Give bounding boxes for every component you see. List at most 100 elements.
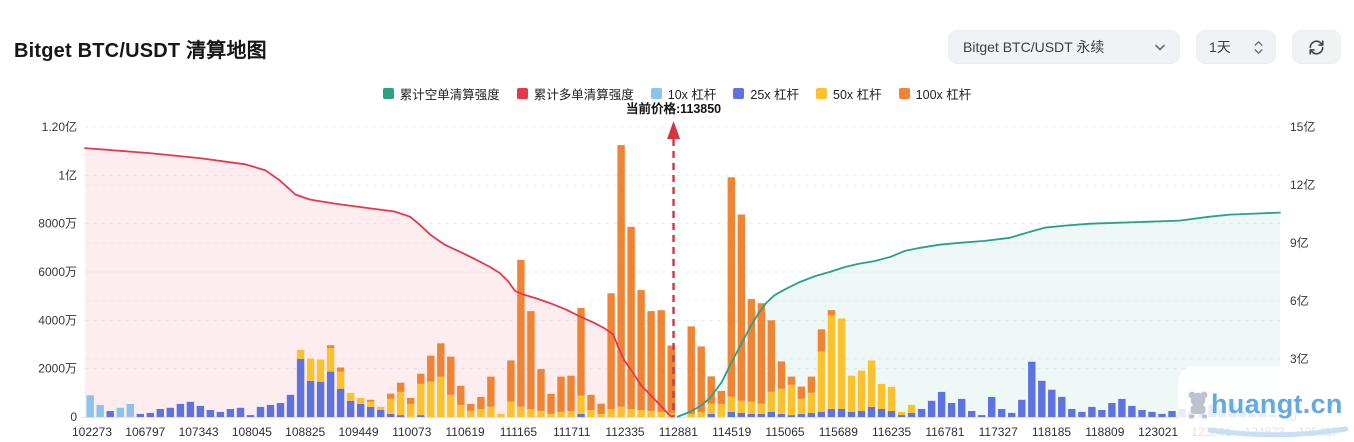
bar-segment (407, 403, 415, 417)
bar-segment (787, 384, 796, 416)
legend-swatch (733, 88, 745, 99)
bar-segment (657, 411, 665, 417)
bar-segment (377, 406, 385, 410)
bar-segment (627, 409, 635, 417)
legend-swatch (898, 88, 910, 99)
legend-label: 100x 杠杆 (915, 88, 972, 102)
legend-item-4[interactable]: 50x 杠杆 (816, 84, 882, 103)
x-axis-tick: 116235 (872, 425, 911, 439)
bar-segment (236, 407, 245, 417)
x-axis-tick: 114519 (712, 425, 751, 439)
legend-swatch (650, 88, 662, 99)
bar-segment (487, 406, 495, 418)
bar-segment (777, 361, 786, 389)
bar-segment (927, 400, 936, 417)
legend-label: 累计空单清算强度 (399, 88, 500, 102)
bar-segment (517, 259, 525, 407)
bar-segment (657, 310, 665, 412)
bar-segment (727, 177, 735, 397)
bar-segment (266, 404, 275, 417)
bar-segment (246, 415, 255, 417)
period-select-value: 1天 (1209, 39, 1231, 55)
bar-segment (1028, 361, 1036, 417)
bar-segment (547, 393, 555, 414)
x-axis-tick: 117327 (979, 425, 1018, 439)
bar-segment (1038, 380, 1046, 418)
x-axis-tick: 110619 (446, 425, 485, 439)
bar-segment (717, 403, 725, 417)
bar-segment (827, 315, 836, 410)
symbol-select[interactable]: Bitget BTC/USDT 永续 (948, 30, 1180, 64)
bar-segment (196, 405, 205, 417)
bar-segment (437, 376, 445, 417)
legend-item-3[interactable]: 25x 杠杆 (733, 84, 799, 103)
refresh-icon (1309, 39, 1324, 55)
refresh-button[interactable] (1292, 30, 1341, 64)
bar-segment (817, 329, 826, 352)
left-axis-tick: 0 (70, 410, 77, 424)
bar-segment (937, 391, 946, 417)
bar-segment (437, 343, 445, 377)
bar-segment (367, 406, 375, 418)
legend-item-5[interactable]: 100x 杠杆 (898, 84, 972, 103)
x-axis-tick: 118809 (1085, 425, 1124, 439)
bar-segment (897, 415, 906, 417)
bar-segment (497, 413, 505, 417)
bar-segment (897, 411, 906, 415)
bar-segment (477, 396, 485, 409)
bar-segment (507, 401, 515, 417)
bar-segment (527, 311, 535, 409)
bar-segment (988, 396, 996, 417)
x-axis-tick: 115065 (765, 425, 804, 439)
x-axis-tick: 108045 (232, 425, 272, 439)
bar-segment (387, 413, 395, 417)
bar-segment (316, 381, 325, 417)
left-axis-tick: 6000万 (38, 265, 77, 279)
bar-segment (847, 375, 856, 412)
bar-segment (557, 411, 565, 417)
bar-segment (737, 214, 745, 401)
legend-item-0[interactable]: 累计空单清算强度 (382, 84, 500, 103)
bar-segment (397, 382, 405, 392)
bar-segment (637, 410, 645, 417)
bar-segment (417, 373, 425, 384)
x-axis-tick: 107343 (179, 425, 219, 439)
bar-segment (827, 310, 836, 316)
bar-segment (757, 413, 765, 417)
x-axis-tick: 109449 (338, 425, 378, 439)
bar-segment (567, 411, 575, 417)
period-select[interactable]: 1天 (1196, 30, 1276, 64)
bar-segment (737, 400, 745, 413)
legend-item-1[interactable]: 累计多单清算强度 (516, 84, 634, 103)
legend-item-2[interactable]: 10x 杠杆 (650, 84, 717, 103)
bar-segment (978, 415, 986, 417)
bar-segment (727, 411, 735, 417)
bar-segment (447, 394, 455, 417)
bar-segment (857, 370, 866, 411)
bar-segment (787, 415, 796, 417)
bar-segment (687, 326, 695, 414)
bar-segment (577, 308, 585, 396)
bar-segment (136, 413, 144, 417)
bar-segment (216, 411, 225, 417)
bar-segment (306, 380, 315, 418)
bar-segment (1128, 405, 1136, 417)
bar-segment (767, 391, 775, 412)
bar-segment (1058, 396, 1066, 417)
bar-segment (357, 397, 365, 404)
x-axis-tick: 112881 (659, 425, 698, 439)
bar-segment (306, 358, 315, 381)
bar-segment (427, 355, 435, 382)
bar-segment (116, 407, 124, 417)
legend-label: 10x 杠杆 (667, 88, 717, 102)
x-axis-tick: 111711 (553, 425, 591, 439)
legend-label: 累计多单清算强度 (533, 88, 634, 102)
bar-segment (597, 403, 605, 414)
cumulative-line-0 (84, 147, 673, 418)
bar-segment (1138, 410, 1146, 417)
bar-segment (787, 376, 796, 385)
bar-segment (346, 400, 355, 417)
bar-segment (887, 386, 896, 411)
bar-segment (717, 390, 725, 404)
